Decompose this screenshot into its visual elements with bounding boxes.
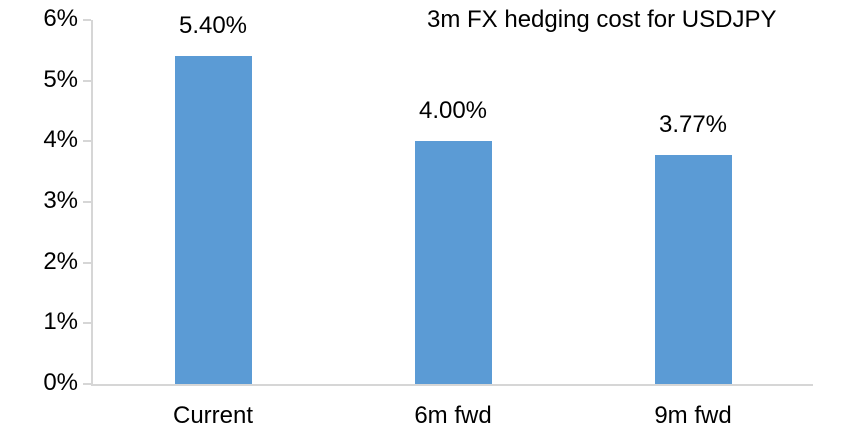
y-axis-tick: [83, 140, 91, 143]
chart-title: 3m FX hedging cost for USDJPY: [427, 6, 777, 33]
x-axis-label-9m-fwd: 9m fwd: [654, 402, 732, 429]
y-axis-label: 6%: [43, 5, 78, 32]
y-axis-label: 0%: [43, 369, 78, 396]
x-axis-label-6m-fwd: 6m fwd: [414, 402, 492, 429]
y-axis-label: 4%: [43, 126, 78, 154]
data-label-6m-fwd: 4.00%: [418, 97, 488, 125]
y-axis-tick: [83, 322, 91, 325]
data-label-current: 5.40%: [178, 12, 248, 40]
x-axis-label-current: Current: [172, 402, 254, 429]
bar-9m-fwd: [654, 155, 732, 384]
y-axis-tick: [83, 79, 91, 82]
y-axis-line: [91, 20, 93, 386]
y-axis-tick: [83, 261, 91, 264]
data-label-9m-fwd: 3.77%: [658, 111, 728, 139]
y-axis-label: 3%: [43, 187, 78, 214]
y-axis-tick: [83, 19, 91, 21]
y-axis-label: 5%: [43, 65, 78, 93]
y-axis-tick: [83, 383, 91, 385]
y-axis-label: 1%: [43, 308, 78, 336]
y-axis-tick: [83, 201, 91, 203]
x-axis-line: [91, 384, 813, 386]
bar-current: [174, 56, 252, 384]
y-axis-label: 2%: [43, 247, 78, 275]
bar-6m-fwd: [414, 141, 492, 384]
